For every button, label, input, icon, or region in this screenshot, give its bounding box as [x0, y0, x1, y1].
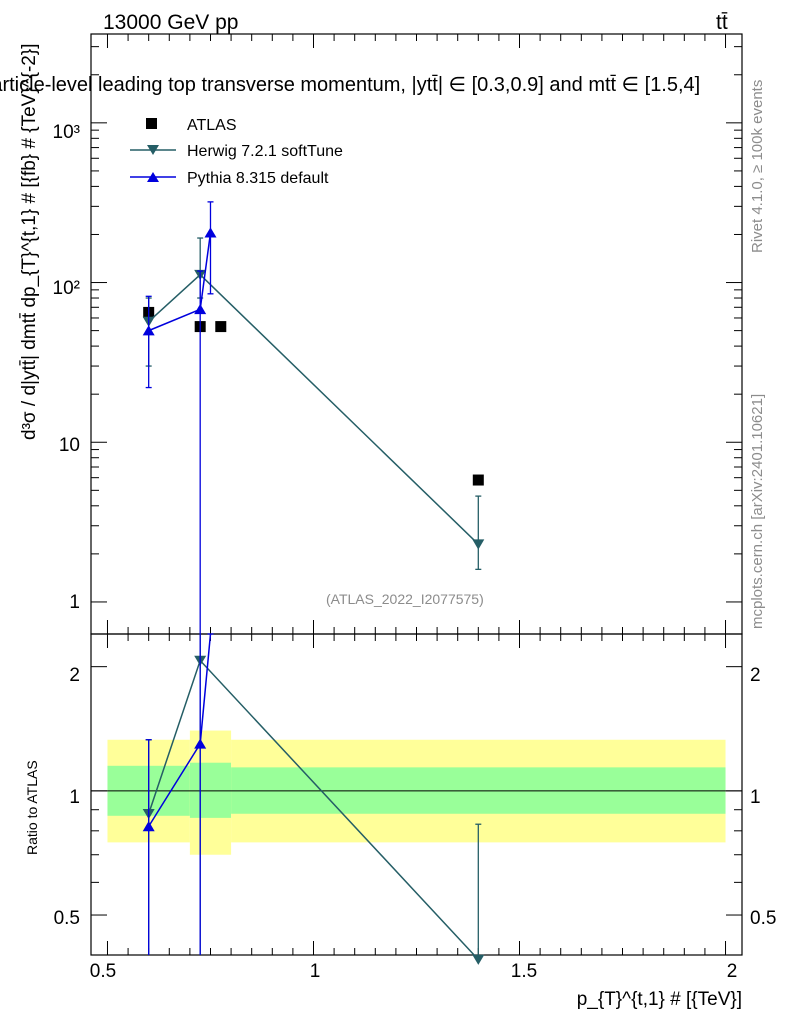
- ratio-series-layer: [142, 633, 485, 965]
- analysis-id: (ATLAS_2022_I2077575): [326, 591, 484, 607]
- axis-ticks: [91, 34, 742, 956]
- ratio-tick-label-left-1: 1: [69, 787, 80, 808]
- x-tick-label-0.5: 0.5: [90, 961, 116, 982]
- pythia-point: [194, 303, 207, 315]
- pythia-point: [142, 325, 155, 336]
- atlas-point: [472, 474, 484, 486]
- x-axis-label: p_{T}^{t,1} # [{TeV}]: [577, 989, 742, 1010]
- herwig-point: [472, 539, 485, 550]
- main-series-layer: [142, 201, 485, 634]
- main-y-axis-label: d³σ / d|ytt̄| dmtt̄ dp_{T}^{t,1} # [{fb}…: [19, 44, 40, 440]
- atlas-point: [215, 321, 227, 333]
- legend-pythia-label: Pythia 8.315 default: [187, 170, 329, 187]
- side-label-rivet: Rivet 4.1.0, ≥ 100k events: [749, 80, 766, 253]
- pythia-point: [204, 227, 217, 238]
- ratio-tick-label-left-2: 2: [69, 665, 80, 686]
- x-tick-label-1.5: 1.5: [511, 961, 537, 982]
- x-tick-label-1: 1: [310, 961, 321, 982]
- main-tick-label-100: 10²: [53, 278, 80, 299]
- pythia-ratio-point: [142, 820, 155, 832]
- herwig-line: [148, 273, 479, 545]
- main-tick-label-1000: 10³: [53, 122, 80, 143]
- ratio-tick-label-right-0.5: 0.5: [750, 908, 776, 929]
- ratio-tick-label-left-0.5: 0.5: [54, 908, 80, 929]
- legend-herwig-marker: [147, 145, 159, 155]
- legend-atlas-marker: [146, 118, 157, 129]
- legend-pythia-marker: [147, 172, 159, 182]
- plot-title: Particle-level leading top transverse mo…: [0, 74, 700, 96]
- main-tick-label-10: 10: [59, 435, 80, 456]
- energy-label: 13000 GeV pp: [103, 11, 238, 34]
- legend: ATLAS Herwig 7.2.1 softTune Pythia 8.315…: [130, 117, 343, 187]
- pythia-line: [148, 232, 212, 332]
- x-tick-label-2: 2: [727, 961, 738, 982]
- ratio-band-green-1: [189, 762, 232, 818]
- ratio-y-axis-label: Ratio to ATLAS: [24, 760, 40, 855]
- herwig-ratio-point: [472, 954, 485, 965]
- pythia-ratio-point: [194, 738, 207, 749]
- process-label: tt̄: [716, 11, 728, 34]
- ratio-tick-label-right-2: 2: [750, 665, 761, 686]
- side-label-mcplots: mcplots.cern.ch [arXiv:2401.10621]: [749, 394, 766, 629]
- legend-herwig-label: Herwig 7.2.1 softTune: [187, 143, 343, 160]
- legend-atlas-label: ATLAS: [187, 117, 237, 134]
- main-tick-label-1: 1: [69, 592, 80, 613]
- ratio-tick-label-right-1: 1: [750, 787, 761, 808]
